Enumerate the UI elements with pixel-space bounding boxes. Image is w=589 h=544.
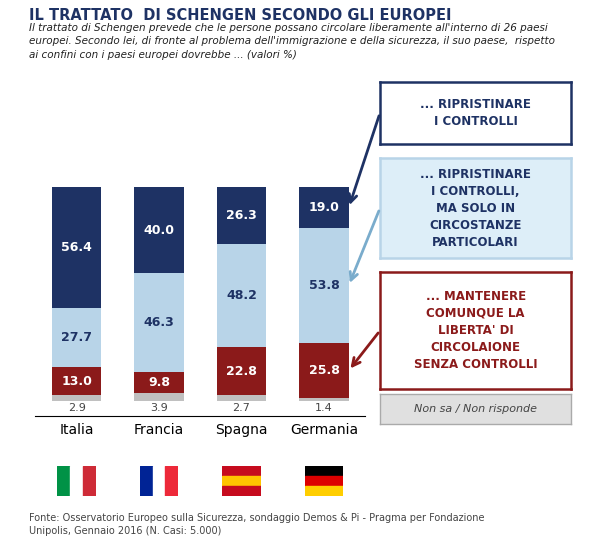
Text: 46.3: 46.3: [144, 316, 174, 329]
Bar: [217, 395, 266, 401]
Text: ... RIPRISTINARE
I CONTROLLI: ... RIPRISTINARE I CONTROLLI: [420, 98, 531, 128]
Bar: [299, 228, 349, 343]
Text: 2.7: 2.7: [233, 403, 250, 413]
Bar: [83, 466, 95, 496]
Text: 48.2: 48.2: [226, 289, 257, 302]
Text: ... RIPRISTINARE
I CONTROLLI,
MA SOLO IN
CIRCOSTANZE
PARTICOLARI: ... RIPRISTINARE I CONTROLLI, MA SOLO IN…: [420, 168, 531, 249]
Bar: [299, 188, 349, 228]
Bar: [52, 367, 101, 395]
Text: 1.4: 1.4: [315, 403, 333, 413]
Bar: [52, 188, 101, 308]
Text: Il trattato di Schengen prevede che le persone possano circolare liberamente all: Il trattato di Schengen prevede che le p…: [29, 23, 555, 60]
Bar: [58, 466, 70, 496]
Bar: [153, 466, 166, 496]
Bar: [134, 273, 184, 372]
Text: 2.9: 2.9: [68, 403, 85, 413]
Text: 53.8: 53.8: [309, 279, 339, 292]
Bar: [305, 466, 343, 477]
Text: 13.0: 13.0: [61, 375, 92, 388]
Bar: [223, 466, 261, 477]
Text: 19.0: 19.0: [309, 201, 339, 214]
Bar: [299, 398, 349, 401]
Text: 40.0: 40.0: [144, 224, 174, 237]
Bar: [223, 477, 261, 486]
Text: Non sa / Non risponde: Non sa / Non risponde: [414, 404, 537, 415]
Bar: [223, 486, 261, 496]
Text: 27.7: 27.7: [61, 331, 92, 344]
Bar: [217, 244, 266, 347]
Bar: [166, 466, 178, 496]
Text: 22.8: 22.8: [226, 364, 257, 378]
Bar: [52, 308, 101, 367]
Text: 25.8: 25.8: [309, 364, 339, 377]
Text: Fonte: Osservatorio Europeo sulla Sicurezza, sondaggio Demos & Pi - Pragma per F: Fonte: Osservatorio Europeo sulla Sicure…: [29, 512, 485, 536]
Bar: [134, 188, 184, 273]
Bar: [305, 477, 343, 486]
Bar: [217, 188, 266, 244]
Text: ... MANTENERE
COMUNQUE LA
LIBERTA' DI
CIRCOLAIONE
SENZA CONTROLLI: ... MANTENERE COMUNQUE LA LIBERTA' DI CI…: [414, 290, 537, 371]
Text: 9.8: 9.8: [148, 376, 170, 389]
Text: 3.9: 3.9: [150, 403, 168, 413]
Bar: [70, 466, 83, 496]
Bar: [134, 393, 184, 401]
Bar: [52, 395, 101, 401]
Bar: [299, 343, 349, 398]
Text: 56.4: 56.4: [61, 241, 92, 254]
Bar: [140, 466, 153, 496]
Text: 26.3: 26.3: [226, 209, 257, 222]
Bar: [134, 372, 184, 393]
Bar: [217, 347, 266, 395]
Text: IL TRATTATO  DI SCHENGEN SECONDO GLI EUROPEI: IL TRATTATO DI SCHENGEN SECONDO GLI EURO…: [29, 8, 452, 23]
Bar: [305, 486, 343, 496]
